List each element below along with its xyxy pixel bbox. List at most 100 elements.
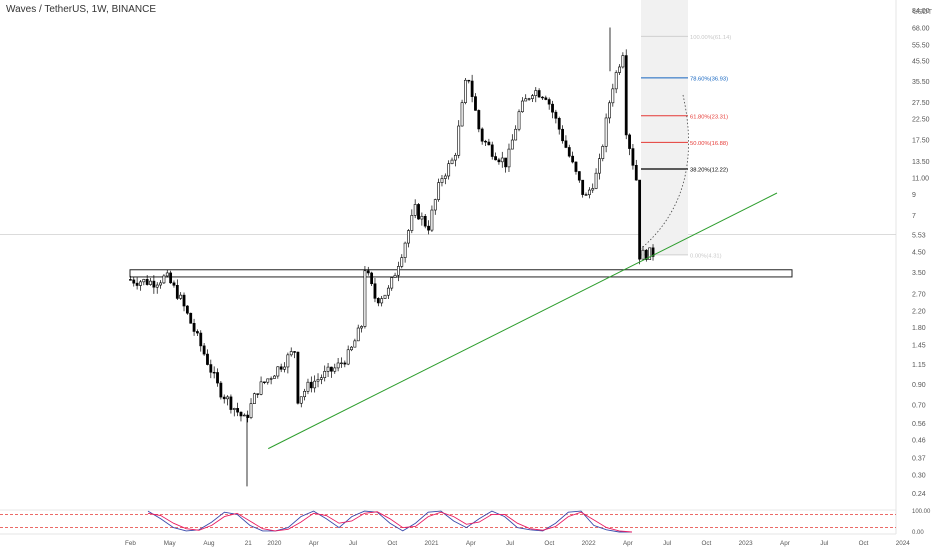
price-tick-label: 0.56: [912, 421, 926, 428]
candle-body: [557, 117, 561, 130]
candle-body: [236, 408, 240, 413]
stoch-series-line: [147, 511, 633, 533]
candle-body: [289, 351, 293, 356]
candle-body: [269, 378, 273, 380]
time-tick-label: 2020: [267, 540, 282, 547]
candle-body: [453, 154, 457, 161]
candle-body: [490, 144, 494, 157]
candle-body: [346, 349, 350, 365]
candle-body: [165, 272, 169, 277]
candle-body: [246, 414, 250, 418]
candle-body: [477, 110, 481, 130]
candle-body: [574, 161, 578, 172]
candle-body: [179, 294, 183, 299]
candle-body: [293, 351, 296, 353]
time-tick-label: 21: [245, 540, 253, 547]
candle-body: [256, 393, 260, 395]
candle-body: [450, 159, 454, 164]
fib-level-label: 50.00%(16.88): [690, 141, 728, 147]
price-axis-unit: USDT: [913, 9, 932, 16]
candle-body: [520, 100, 524, 113]
candle-body: [239, 411, 243, 417]
time-tick-label: 2022: [582, 540, 597, 547]
candle-body: [169, 272, 173, 284]
candle-body: [296, 351, 300, 404]
candle-body: [366, 270, 370, 274]
fib-zone: [641, 0, 688, 255]
candle-body: [564, 140, 568, 148]
trendline: [268, 192, 778, 450]
candle-body: [222, 396, 226, 400]
candle-body: [638, 179, 642, 260]
candle-body: [413, 204, 417, 216]
stoch-series-line: [147, 510, 632, 533]
price-tick-label: 0.70: [912, 403, 926, 410]
candle-body: [531, 95, 534, 99]
price-tick-label: 68.00: [912, 26, 930, 33]
time-tick-label: Jul: [663, 540, 671, 547]
price-tick-label: 2.20: [912, 308, 926, 315]
candle-body: [577, 171, 581, 181]
candle-body: [551, 103, 554, 113]
time-axis: Feb May Aug 21 2020 Apr Jul Oct 2021 Apr Jul Oct 202…: [0, 533, 910, 547]
candle-body: [229, 396, 233, 410]
price-tick-label: 4.50: [912, 249, 926, 256]
candle-body: [500, 157, 504, 163]
candle-body: [470, 80, 474, 97]
candle-body: [283, 366, 286, 370]
candle-body: [319, 377, 323, 380]
candle-body: [309, 381, 313, 389]
time-tick-label: Jul: [820, 540, 828, 547]
stoch-tick-label: 0.00: [912, 530, 924, 536]
candle-body: [353, 340, 357, 348]
time-tick-label: Oct: [702, 540, 712, 547]
price-tick-label: 0.24: [912, 491, 926, 498]
candle-body: [316, 379, 320, 382]
price-tick-label: 35.50: [912, 79, 930, 86]
candle-body: [641, 249, 645, 260]
time-tick-label: Oct: [387, 540, 397, 547]
chart-title: Waves / TetherUS, 1W, BINANCE: [6, 4, 157, 15]
price-tick-label: 0.37: [912, 455, 926, 462]
candle-body: [598, 158, 601, 174]
candle-body: [132, 279, 136, 284]
price-tick-label: 3.50: [912, 270, 926, 277]
candle-body: [386, 287, 390, 296]
candle-body: [340, 362, 343, 365]
candle-body: [484, 140, 487, 143]
candle-body: [390, 277, 394, 289]
time-tick-label: Oct: [859, 540, 869, 547]
candle-body: [624, 55, 628, 136]
price-tick-label: 2.70: [912, 291, 926, 298]
candle-body: [460, 102, 464, 127]
price-tick-label: 13.50: [912, 159, 930, 166]
candle-body: [547, 99, 551, 105]
candle-body: [554, 111, 558, 119]
candle-body: [185, 305, 189, 314]
stoch-tick-label: 100.00: [912, 509, 931, 515]
candle-body: [457, 125, 461, 156]
price-tick-label: 1.80: [912, 325, 926, 332]
candle-body: [507, 148, 511, 168]
candle-body: [514, 128, 518, 141]
candle-body: [172, 282, 176, 286]
candle-body: [263, 381, 266, 383]
candle-body: [594, 172, 598, 189]
candle-body: [440, 178, 444, 183]
time-tick-label: Oct: [544, 540, 554, 547]
candle-body: [192, 322, 196, 332]
candle-body: [467, 79, 471, 82]
candle-body: [152, 280, 156, 288]
price-tick-label: 11.00: [912, 176, 929, 183]
candle-body: [400, 257, 404, 267]
candle-body: [608, 102, 611, 119]
candle-body: [155, 284, 159, 288]
candle-body: [417, 204, 420, 220]
fib-level-label: 61.80%(23.31): [690, 114, 728, 120]
candle-body: [510, 139, 514, 150]
candle-body: [343, 362, 347, 365]
candle-body: [480, 128, 484, 142]
price-tick-label: 22.50: [912, 117, 930, 124]
price-tick-label: 45.50: [912, 59, 930, 66]
